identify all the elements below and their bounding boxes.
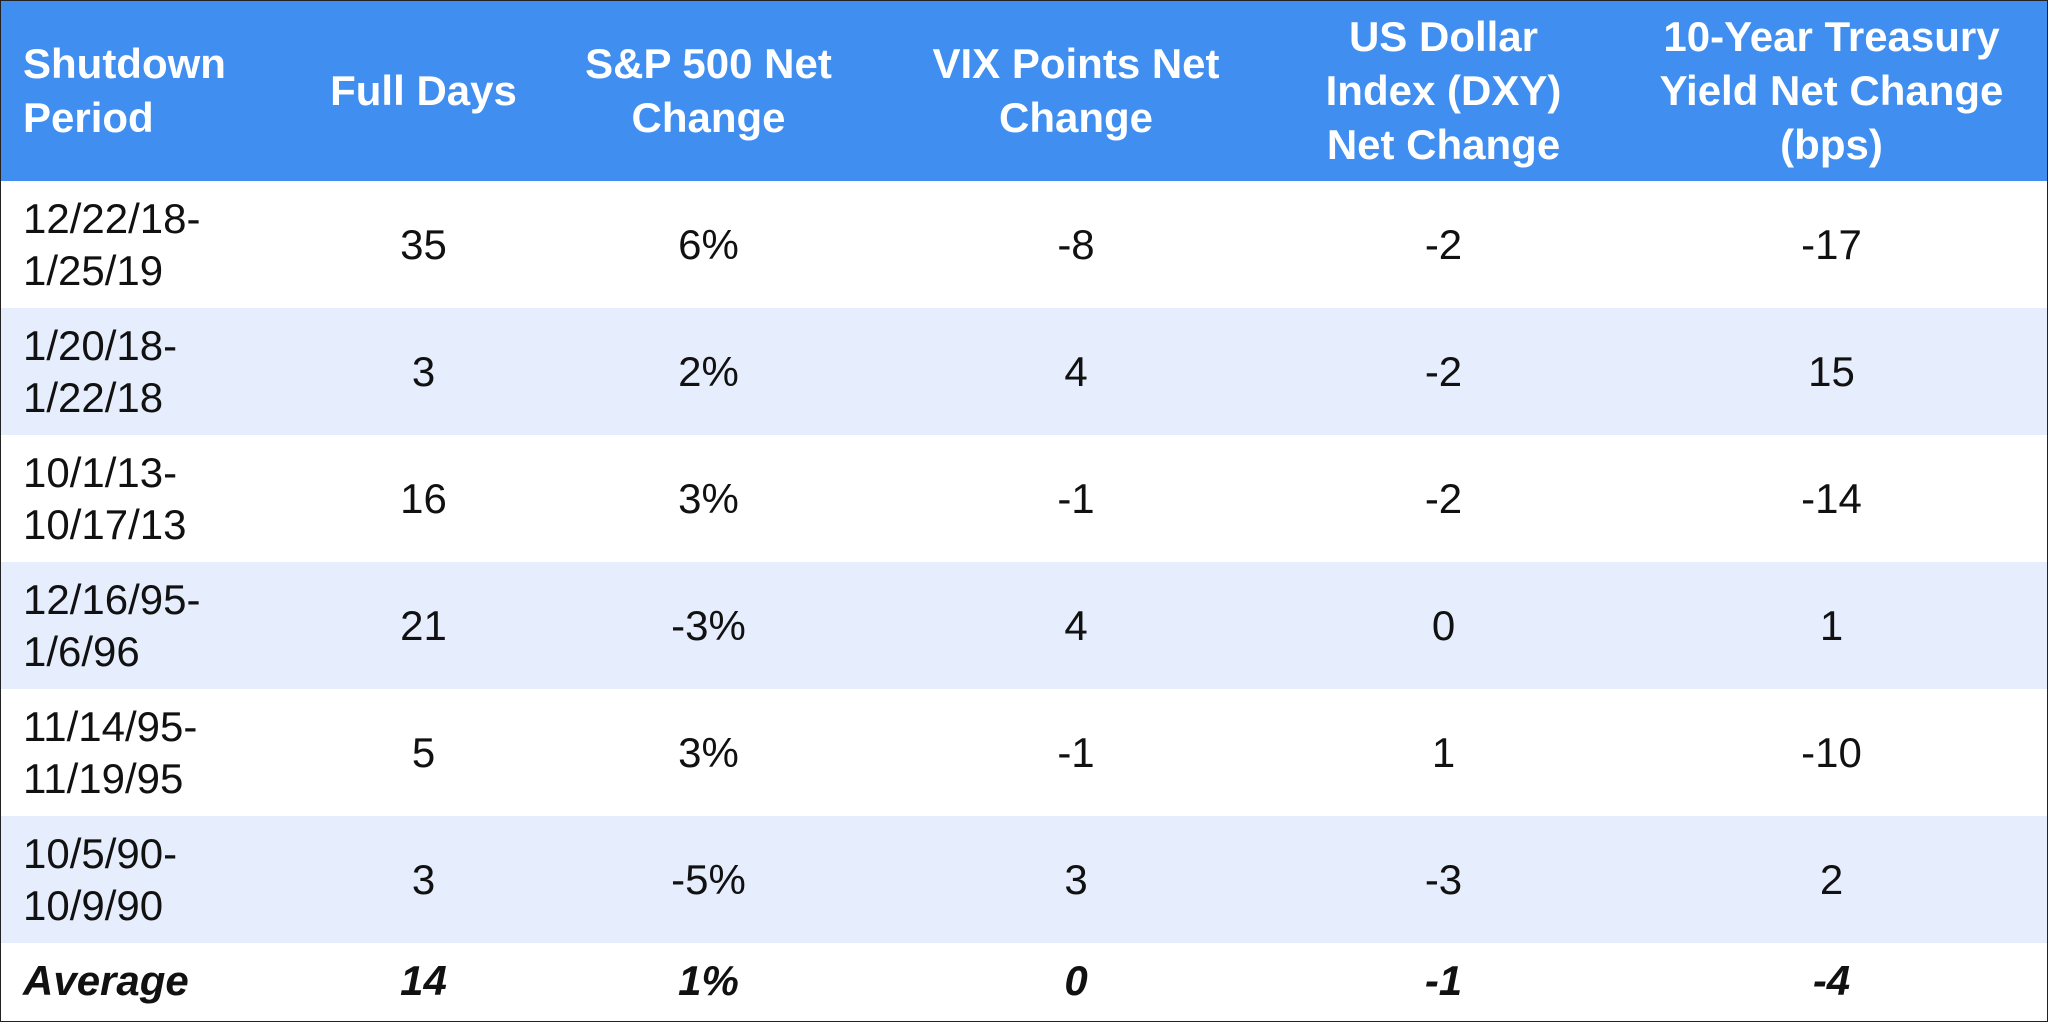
cell-shutdown-period: 12/16/95- 1/6/96 xyxy=(1,562,311,689)
table-row: 1/20/18- 1/22/18 3 2% 4 -2 15 xyxy=(1,308,2047,435)
header-vix-net-change: VIX Points Net Change xyxy=(881,1,1271,181)
average-treasury: -4 xyxy=(1616,943,2047,1018)
cell-shutdown-period: 1/20/18- 1/22/18 xyxy=(1,308,311,435)
cell-sp500: -5% xyxy=(536,816,881,943)
table-row: 10/1/13- 10/17/13 16 3% -1 -2 -14 xyxy=(1,435,2047,562)
cell-treasury: 2 xyxy=(1616,816,2047,943)
cell-treasury: -10 xyxy=(1616,689,2047,816)
cell-dxy: -2 xyxy=(1271,435,1616,562)
cell-dxy: -3 xyxy=(1271,816,1616,943)
cell-vix: -1 xyxy=(881,689,1271,816)
cell-dxy: -2 xyxy=(1271,181,1616,308)
cell-full-days: 3 xyxy=(311,816,536,943)
header-treasury-yield-net-change: 10-Year Treasury Yield Net Change (bps) xyxy=(1616,1,2047,181)
cell-treasury: 15 xyxy=(1616,308,2047,435)
cell-full-days: 16 xyxy=(311,435,536,562)
header-row: Shutdown Period Full Days S&P 500 Net Ch… xyxy=(1,1,2047,181)
cell-full-days: 35 xyxy=(311,181,536,308)
cell-vix: -1 xyxy=(881,435,1271,562)
cell-sp500: 6% xyxy=(536,181,881,308)
average-sp500: 1% xyxy=(536,943,881,1018)
cell-full-days: 3 xyxy=(311,308,536,435)
average-dxy: -1 xyxy=(1271,943,1616,1018)
cell-shutdown-period: 10/1/13- 10/17/13 xyxy=(1,435,311,562)
header-full-days: Full Days xyxy=(311,1,536,181)
header-sp500-net-change: S&P 500 Net Change xyxy=(536,1,881,181)
header-shutdown-period: Shutdown Period xyxy=(1,1,311,181)
cell-vix: 4 xyxy=(881,308,1271,435)
cell-dxy: 0 xyxy=(1271,562,1616,689)
cell-treasury: 1 xyxy=(1616,562,2047,689)
cell-sp500: 2% xyxy=(536,308,881,435)
cell-sp500: 3% xyxy=(536,435,881,562)
average-vix: 0 xyxy=(881,943,1271,1018)
cell-shutdown-period: 12/22/18- 1/25/19 xyxy=(1,181,311,308)
cell-treasury: -14 xyxy=(1616,435,2047,562)
cell-vix: 4 xyxy=(881,562,1271,689)
cell-dxy: 1 xyxy=(1271,689,1616,816)
header-dxy-net-change: US Dollar Index (DXY) Net Change xyxy=(1271,1,1616,181)
average-row: Average 14 1% 0 -1 -4 xyxy=(1,943,2047,1018)
table-row: 11/14/95- 11/19/95 5 3% -1 1 -10 xyxy=(1,689,2047,816)
table-row: 12/16/95- 1/6/96 21 -3% 4 0 1 xyxy=(1,562,2047,689)
cell-dxy: -2 xyxy=(1271,308,1616,435)
cell-full-days: 21 xyxy=(311,562,536,689)
cell-full-days: 5 xyxy=(311,689,536,816)
average-full-days: 14 xyxy=(311,943,536,1018)
cell-vix: 3 xyxy=(881,816,1271,943)
cell-shutdown-period: 10/5/90- 10/9/90 xyxy=(1,816,311,943)
table-row: 10/5/90- 10/9/90 3 -5% 3 -3 2 xyxy=(1,816,2047,943)
cell-treasury: -17 xyxy=(1616,181,2047,308)
cell-sp500: 3% xyxy=(536,689,881,816)
average-label: Average xyxy=(1,943,311,1018)
table-row: 12/22/18- 1/25/19 35 6% -8 -2 -17 xyxy=(1,181,2047,308)
cell-vix: -8 xyxy=(881,181,1271,308)
cell-shutdown-period: 11/14/95- 11/19/95 xyxy=(1,689,311,816)
cell-sp500: -3% xyxy=(536,562,881,689)
